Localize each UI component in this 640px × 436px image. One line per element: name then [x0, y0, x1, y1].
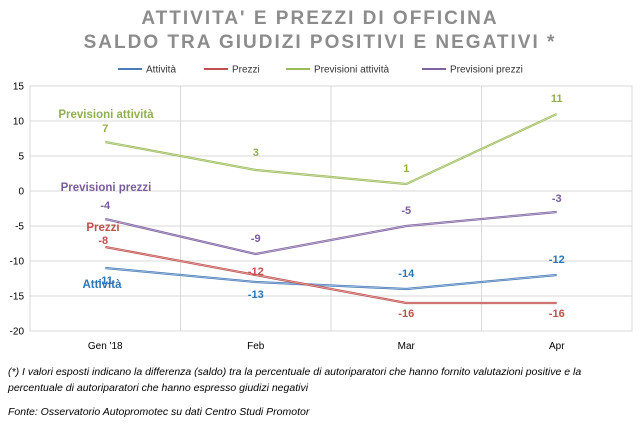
series-annotation: Previsioni prezzi [61, 182, 152, 194]
data-label: -12 [248, 266, 264, 278]
x-tick-label: Apr [549, 341, 565, 352]
legend-label: Attività [146, 65, 176, 76]
series-annotation: Attività [83, 279, 123, 291]
y-tick-label: -20 [10, 327, 25, 338]
y-tick-label: 10 [13, 117, 25, 128]
legend-label: Prezzi [232, 65, 260, 76]
data-label: 7 [102, 123, 108, 135]
chart-title-line2: SALDO TRA GIUDIZI POSITIVI E NEGATIVI * [83, 32, 557, 53]
y-tick-label: 0 [18, 187, 24, 198]
data-label: 11 [551, 93, 563, 105]
data-label: -4 [100, 200, 111, 212]
legend-label: Previsioni attività [314, 65, 389, 76]
data-label: -8 [98, 235, 108, 247]
line-chart: 15 10 5 0 -5 -10 -15 -20 Gen '18 Feb Mar Apr Attivit… [10, 65, 633, 352]
chart-title-line1: ATTIVITA' E PREZZI DI OFFICINA [141, 8, 499, 29]
series-annotation: Previsioni attività [58, 109, 154, 121]
series-line-highlight [105, 246, 557, 304]
y-tick-label: -5 [15, 222, 24, 233]
data-label: 1 [403, 163, 409, 175]
x-tick-label: Gen '18 [88, 341, 123, 352]
data-label: -11 [98, 275, 113, 287]
data-label: -16 [398, 308, 414, 320]
data-label: -12 [549, 254, 565, 266]
footnote-source: Fonte: Osservatorio Autopromotec su dati… [8, 406, 310, 418]
data-label: -14 [398, 268, 415, 280]
data-label: -9 [251, 233, 261, 245]
footnote-explanation: (*) I valori esposti indicano la differe… [8, 366, 582, 394]
y-tick-label: -10 [10, 257, 25, 268]
series-line-highlight [105, 113, 557, 185]
x-tick-label: Feb [247, 341, 265, 352]
y-tick-label: -15 [10, 292, 25, 303]
y-tick-label: 5 [18, 152, 24, 163]
legend-label: Previsioni prezzi [450, 65, 523, 76]
data-label: -3 [552, 193, 562, 205]
y-tick-label: 15 [13, 82, 25, 93]
series-line-highlight [105, 211, 557, 255]
data-label: 3 [253, 147, 259, 159]
data-label: -16 [549, 308, 565, 320]
data-label: -13 [248, 289, 264, 301]
data-label: -5 [401, 205, 411, 217]
series-annotation: Prezzi [86, 222, 119, 234]
x-tick-label: Mar [398, 341, 416, 352]
series-line-highlight [105, 267, 557, 290]
